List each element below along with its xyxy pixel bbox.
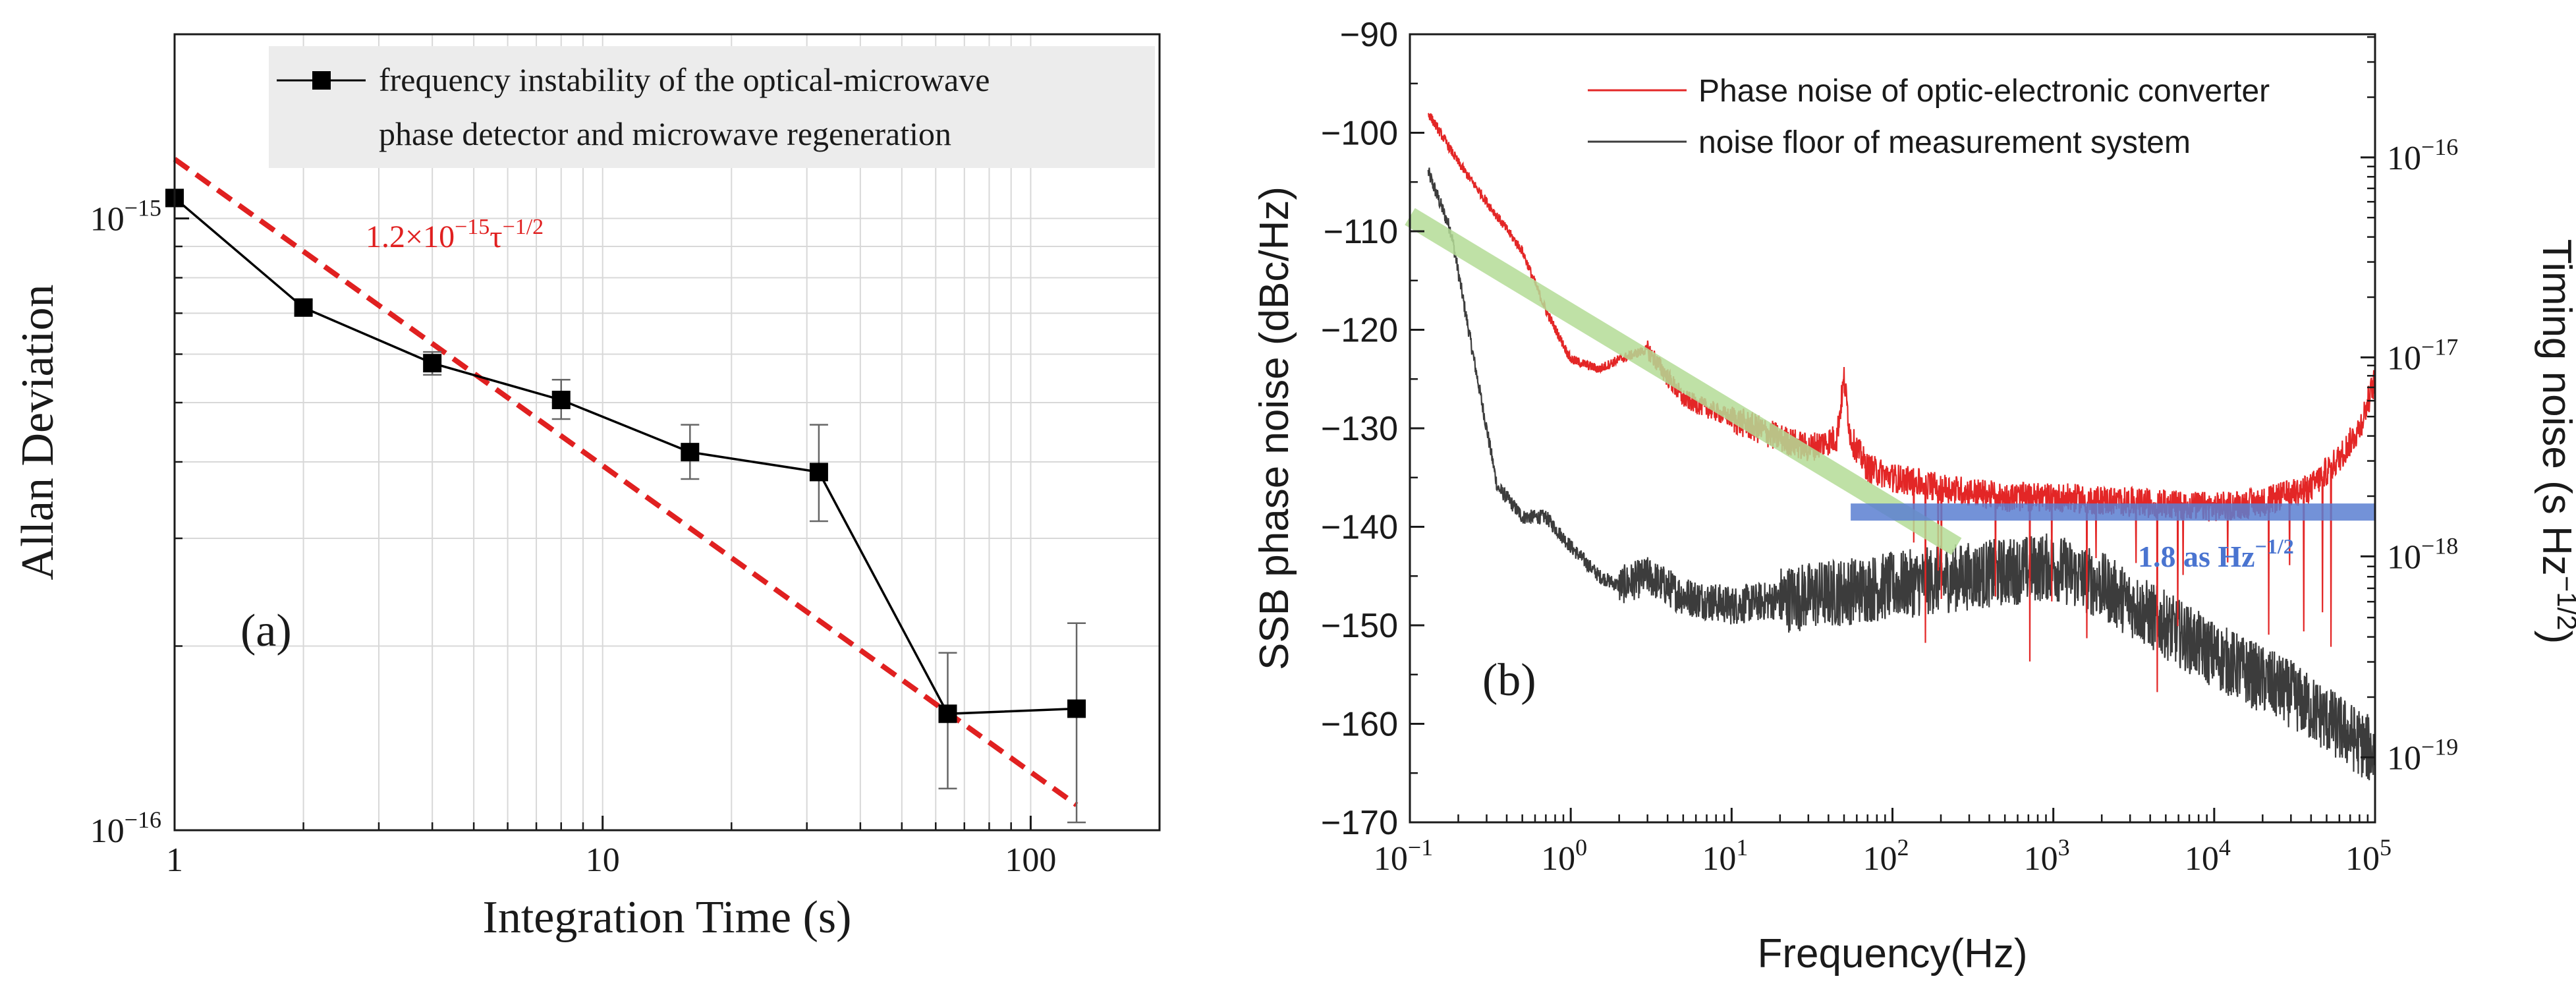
x-tick-label: 101	[1702, 834, 1748, 878]
panel-a-chart: 1 10 100 10−15 10−16 frequency instability o…	[13, 33, 1161, 943]
panel-a-legend-box	[269, 46, 1155, 168]
panel-a-legend-label-1: frequency instability of the optical-mic…	[379, 61, 990, 98]
panel-b-ticks: 10−1 100 101 102 103 104 105 −90 −100 −110 −120 −13…	[1321, 16, 2458, 878]
allan-deviation-line	[173, 197, 1077, 716]
data-point	[809, 463, 828, 482]
data-point	[1067, 699, 1086, 718]
x-tick-label: 102	[1863, 834, 1909, 878]
panel-a-series	[165, 188, 1086, 824]
panel-b-y2-axis-label: Timing noise (s Hz−1/2)	[2534, 239, 2576, 644]
panel-a-legend-label-2: phase detector and microwave regeneratio…	[379, 115, 951, 152]
y2-label-close: )	[2534, 631, 2576, 644]
y-tick-label: −150	[1321, 607, 1398, 645]
y-tick-label: 10−15	[90, 195, 161, 239]
x-tick-label: 10	[586, 841, 620, 879]
annotation-prefix: 1.2×10	[366, 219, 455, 254]
data-point	[294, 298, 313, 317]
y-tick-label: −160	[1321, 706, 1398, 744]
y-tick-label: 10−16	[90, 807, 161, 850]
panel-b-x-axis-label: Frequency(Hz)	[1758, 931, 2028, 977]
panel-a-plot-frame	[173, 33, 1161, 832]
panel-b-level-annotation: 1.8 as Hz−1/2	[2138, 534, 2294, 573]
panel-b-series	[1405, 113, 2376, 781]
annotation-exp2: −1/2	[503, 215, 544, 239]
panel-b-label: (b)	[1482, 655, 1536, 706]
annotation-exp1: −15	[455, 215, 490, 239]
y2-tick-label: 10−18	[2387, 532, 2458, 576]
panel-b-legend-label-red: Phase noise of optic-electronic converte…	[1698, 74, 2270, 109]
panel-a-x-axis-label: Integration Time (s)	[483, 892, 852, 943]
x-tick-label: 100	[1541, 834, 1587, 878]
y2-tick-label: 10−16	[2387, 134, 2458, 177]
panel-a-label: (a)	[240, 606, 292, 656]
y2-label-text: Timing noise (s Hz	[2534, 239, 2576, 576]
y2-label-exp: −1/2	[2552, 576, 2576, 631]
panel-a-legend-marker	[312, 71, 331, 90]
fit-dashed-line	[173, 157, 1078, 807]
y-tick-label: −90	[1340, 16, 1398, 54]
x-tick-label: 103	[2024, 834, 2070, 878]
data-point	[938, 704, 957, 723]
y-tick-label: −170	[1321, 804, 1398, 842]
y2-tick-label: 10−19	[2387, 733, 2458, 777]
panel-a-ticks: 1 10 100 10−15 10−16	[90, 195, 1057, 879]
x-tick-label: 1	[166, 841, 183, 879]
panel-b-legend-label-gray: noise floor of measurement system	[1698, 125, 2191, 160]
annotation-text: 1.8 as Hz	[2138, 540, 2255, 573]
x-tick-label: 10−1	[1374, 834, 1433, 878]
y-tick-label: −140	[1321, 509, 1398, 547]
data-point	[423, 354, 442, 373]
y-tick-label: −130	[1321, 410, 1398, 448]
y2-tick-label: 10−17	[2387, 333, 2458, 377]
y-tick-label: −100	[1321, 115, 1398, 153]
panel-b-y-axis-label: SSB phase noise (dBc/Hz)	[1252, 186, 1297, 670]
green-fit-band	[1405, 208, 1962, 555]
panel-a-y-axis-label: Allan Deviation	[13, 284, 63, 580]
x-tick-label: 104	[2185, 834, 2231, 878]
x-tick-label: 100	[1005, 841, 1056, 879]
y-tick-label: −120	[1321, 312, 1398, 350]
data-point	[681, 443, 700, 462]
x-tick-label: 105	[2345, 834, 2392, 878]
panel-a-fit-line	[173, 157, 1078, 807]
annotation-exp: −1/2	[2255, 534, 2294, 558]
y-tick-label: −110	[1324, 213, 1398, 251]
panel-b-chart: 10−1 100 101 102 103 104 105 −90 −100 −110 −120 −13…	[1252, 16, 2576, 977]
annotation-tau: τ	[490, 219, 502, 254]
data-point	[551, 390, 571, 409]
panel-a-fit-annotation: 1.2×10−15τ−1/2	[366, 215, 544, 254]
noise-floor-trace	[1427, 167, 2376, 781]
